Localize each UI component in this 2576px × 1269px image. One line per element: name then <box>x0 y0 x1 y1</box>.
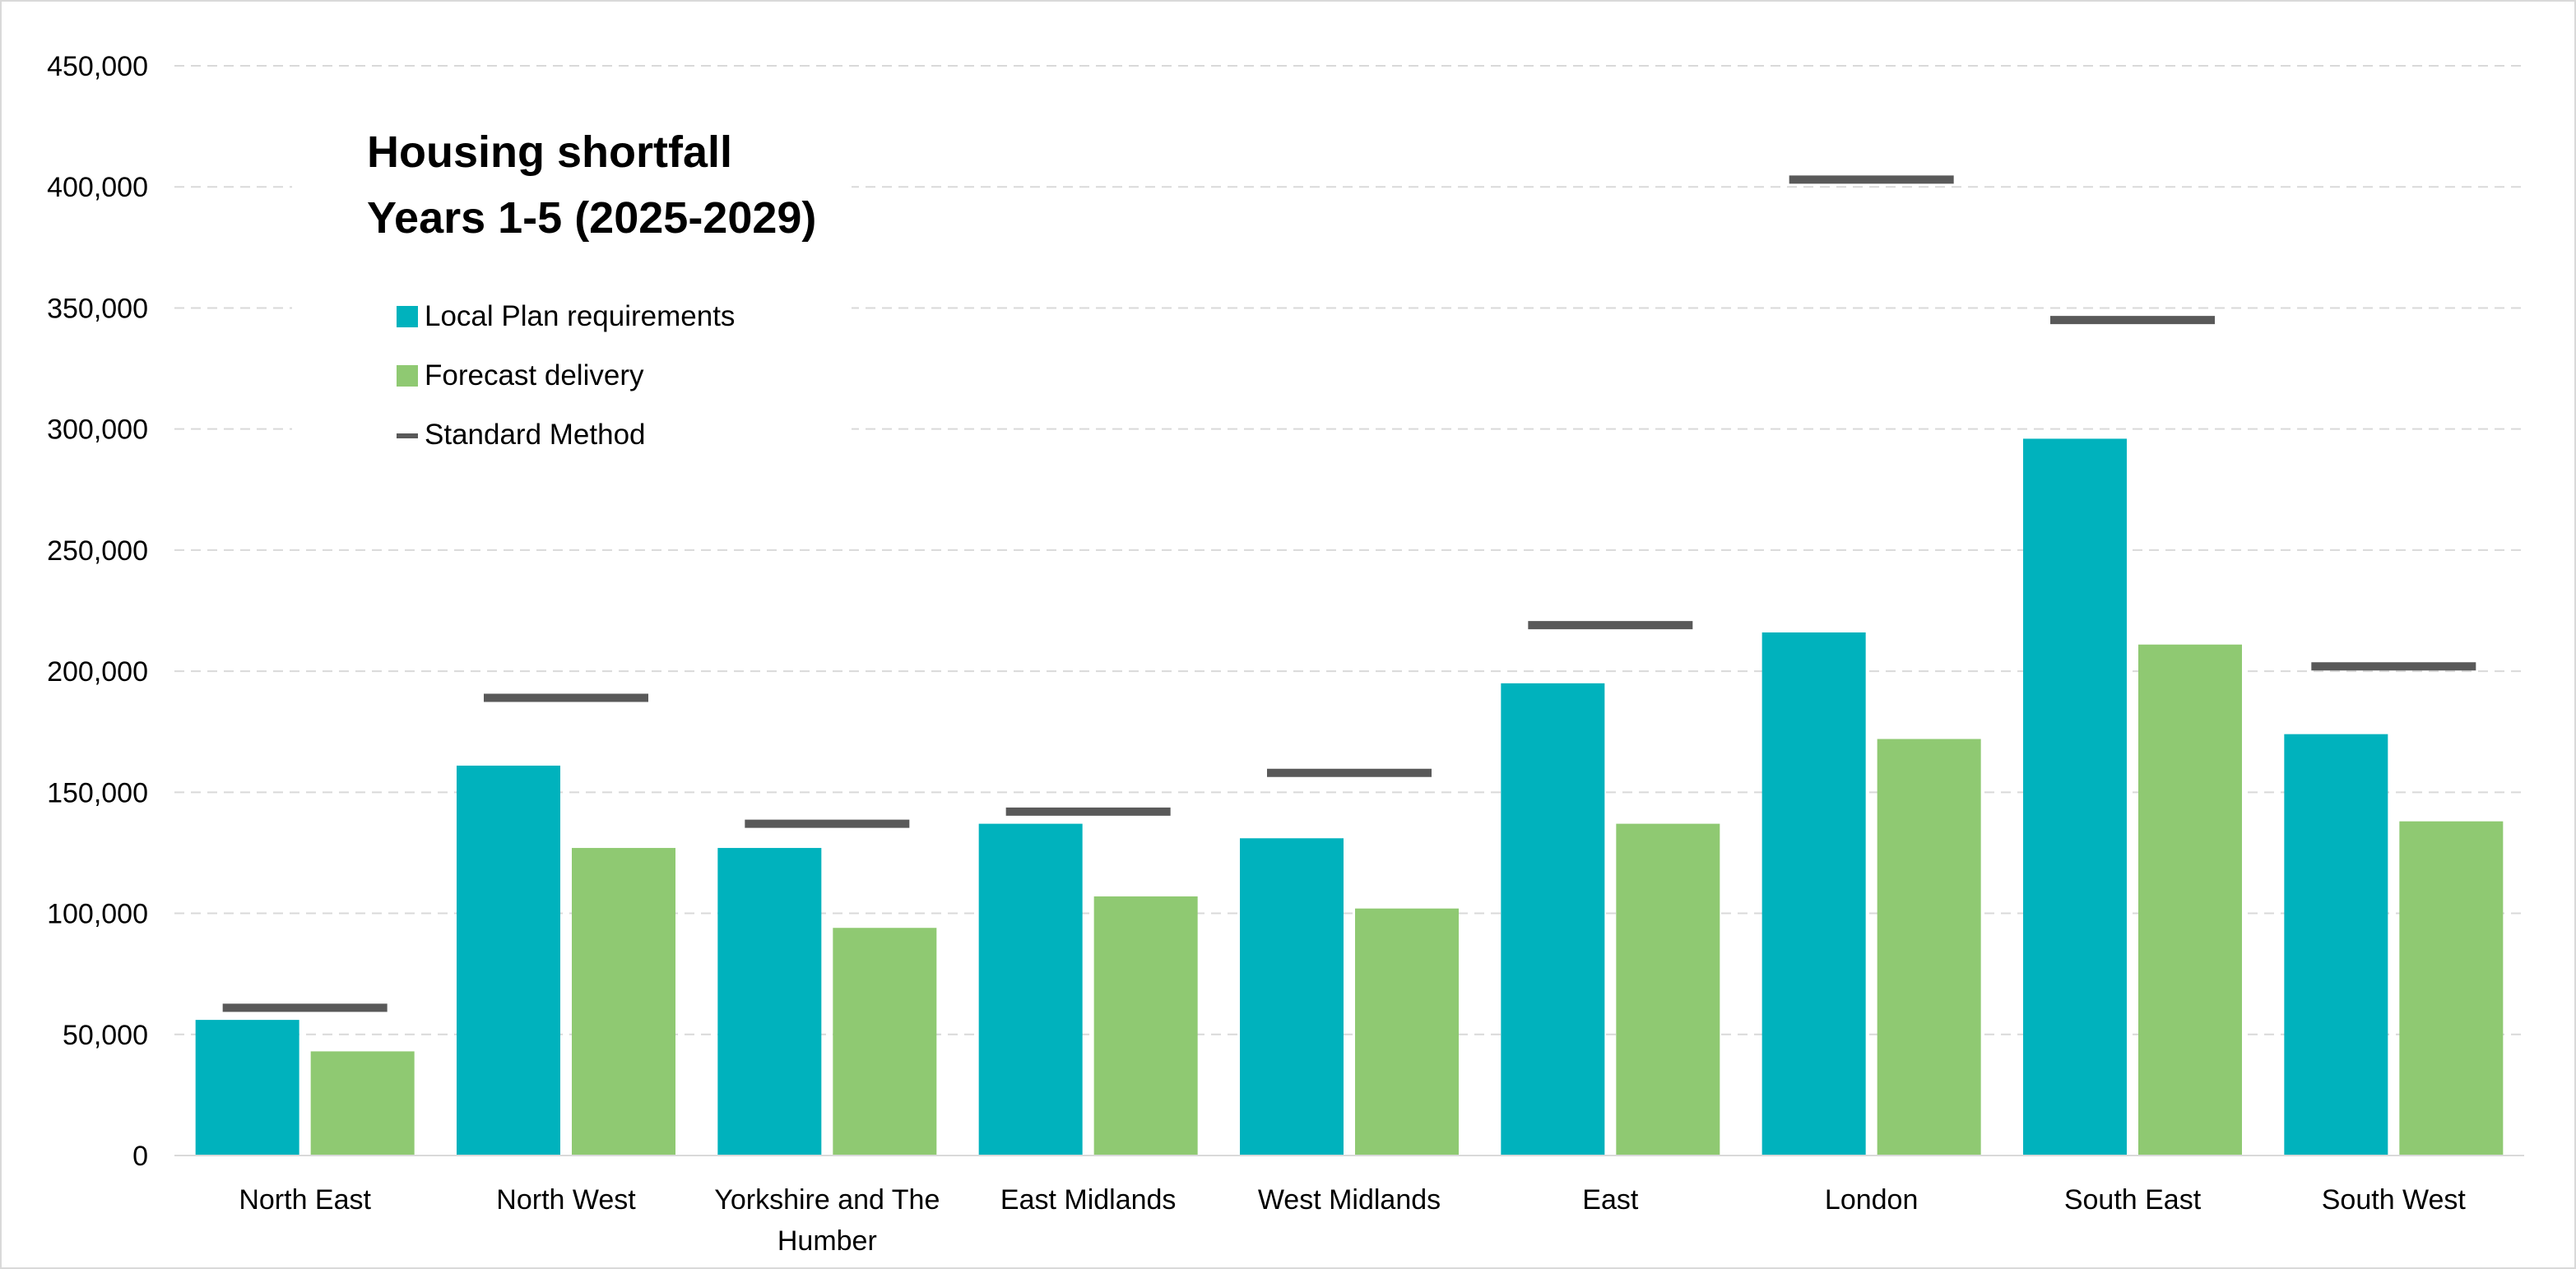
x-category-label-east: East <box>1582 1184 1639 1216</box>
x-category-label-west-midlands: West Midlands <box>1258 1184 1441 1216</box>
legend-item-standard-method: Standard Method <box>397 419 646 451</box>
y-tick-label: 0 <box>132 1141 148 1172</box>
legend-label-standard-method: Standard Method <box>425 419 646 451</box>
x-category-label-london: London <box>1825 1184 1918 1216</box>
bar-local-plan-requirements-yorkshire-and-the-humber <box>717 848 822 1156</box>
bar-forecast-delivery-west-midlands <box>1355 908 1459 1156</box>
bars <box>195 438 2504 1156</box>
x-axis-category-labels: North East North West Yorkshire and The Hum… <box>239 1184 2466 1257</box>
x-category-label-yorkshire-and-the-humber: Yorkshire and The Humber <box>714 1184 940 1257</box>
x-category-label-south-east: South East <box>2064 1184 2202 1216</box>
chart-title: Housing shortfall Years 1-5 (2025-2029) <box>367 127 816 243</box>
chart-title-line-2: Years 1-5 (2025-2029) <box>367 193 816 243</box>
y-tick-label: 50,000 <box>63 1020 148 1051</box>
bar-local-plan-requirements-east <box>1501 683 1605 1156</box>
bar-local-plan-requirements-east-midlands <box>978 823 1083 1156</box>
y-tick-label: 300,000 <box>47 415 148 446</box>
bar-forecast-delivery-north-west <box>572 848 675 1156</box>
y-axis-tick-labels: 0 50,000 100,000 150,000 200,000 250,000 300,0… <box>47 51 148 1172</box>
x-category-label-north-east: North East <box>239 1184 371 1216</box>
bar-local-plan-requirements-south-east <box>2023 438 2127 1156</box>
y-tick-label: 450,000 <box>47 51 148 82</box>
x-category-label-south-west: South West <box>2322 1184 2467 1216</box>
bar-local-plan-requirements-north-west <box>457 765 560 1156</box>
bar-forecast-delivery-east-midlands <box>1093 896 1198 1156</box>
bar-forecast-delivery-london <box>1877 739 1981 1156</box>
y-tick-label: 250,000 <box>47 535 148 567</box>
y-tick-label: 350,000 <box>47 293 148 324</box>
y-tick-label: 100,000 <box>47 899 148 930</box>
bar-local-plan-requirements-south-west <box>2284 734 2388 1156</box>
y-tick-label: 200,000 <box>47 656 148 688</box>
legend-label-local-plan-requirements: Local Plan requirements <box>425 300 735 332</box>
legend-swatch-standard-method <box>397 433 418 438</box>
legend-swatch-local-plan-requirements <box>397 306 418 327</box>
x-category-label-east-midlands: East Midlands <box>1000 1184 1177 1216</box>
legend-swatch-forecast-delivery <box>397 365 418 387</box>
y-tick-label: 150,000 <box>47 777 148 808</box>
bar-forecast-delivery-north-east <box>310 1051 415 1156</box>
standard-method-markers <box>222 175 2476 1012</box>
bar-forecast-delivery-east <box>1616 823 1720 1156</box>
x-category-label-north-west: North West <box>496 1184 636 1216</box>
bar-local-plan-requirements-london <box>1761 632 1866 1156</box>
legend: Local Plan requirements Forecast deliver… <box>397 300 735 451</box>
gridlines <box>174 65 2524 1035</box>
bar-forecast-delivery-yorkshire-and-the-humber <box>833 928 937 1156</box>
legend-item-forecast-delivery: Forecast delivery <box>397 359 644 391</box>
legend-item-local-plan-requirements: Local Plan requirements <box>397 300 735 332</box>
legend-label-forecast-delivery: Forecast delivery <box>425 359 644 391</box>
y-tick-label: 400,000 <box>47 172 148 203</box>
chart-title-line-1: Housing shortfall <box>367 127 732 177</box>
bar-forecast-delivery-south-west <box>2399 821 2504 1156</box>
title-backdrop <box>292 123 852 436</box>
bar-local-plan-requirements-north-east <box>195 1020 299 1156</box>
bar-local-plan-requirements-west-midlands <box>1240 838 1344 1156</box>
bar-forecast-delivery-south-east <box>2138 644 2242 1156</box>
